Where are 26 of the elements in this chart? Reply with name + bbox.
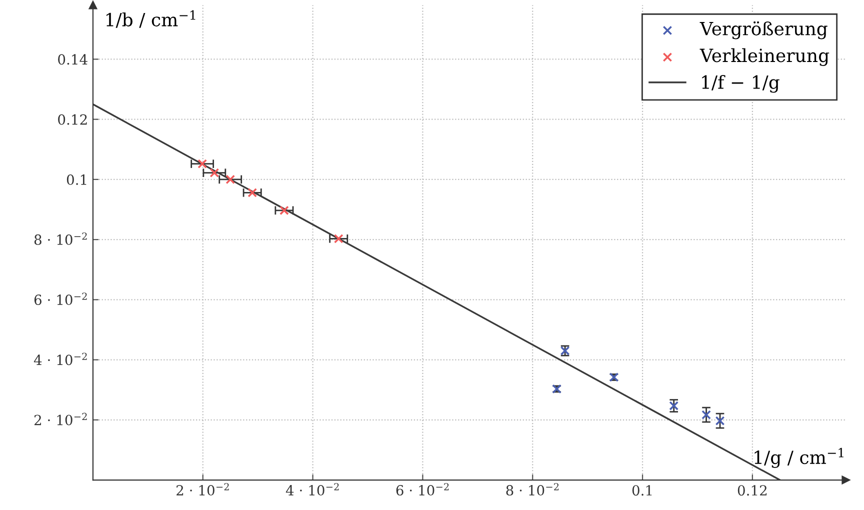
y-axis-title: 1/b / cm$^{−1}$	[106, 10, 196, 28]
legend-label: 1/f − 1/g	[702, 74, 780, 93]
point	[702, 410, 711, 420]
point	[280, 206, 289, 216]
y-tick-label: 8 · 10$^{−2}$	[34, 232, 87, 245]
x-tick-label: 2 · 10$^{−2}$	[176, 483, 229, 496]
point	[248, 188, 258, 198]
point	[198, 159, 208, 169]
point	[715, 416, 725, 426]
legend-label: Verkleinerung	[700, 48, 830, 66]
point	[226, 174, 236, 184]
y-tick-label: 0.14	[58, 54, 88, 65]
legend-label: Vergrößerung	[700, 21, 828, 40]
y-tick-label: 2 · 10$^{−2}$	[34, 412, 87, 426]
y-tick-label: 4 · 10$^{−2}$	[34, 352, 87, 366]
y-tick-label: 0.12	[58, 114, 87, 125]
point	[334, 234, 344, 244]
point	[210, 168, 220, 178]
x-tick-label: 8 · 10$^{−2}$	[506, 483, 559, 496]
x-tick-label: 6 · 10$^{−2}$	[396, 483, 449, 496]
y-tick-label: 0.1	[66, 174, 86, 185]
x-axis-title: 1/g / cm$^{−1}$	[754, 448, 844, 468]
y-tick-label: 6 · 10$^{−2}$	[34, 292, 87, 306]
x-tick-label: 0.12	[738, 485, 767, 496]
x-tick-label: 4 · 10$^{−2}$	[286, 483, 339, 496]
x-tick-label: 0.1	[632, 485, 652, 496]
